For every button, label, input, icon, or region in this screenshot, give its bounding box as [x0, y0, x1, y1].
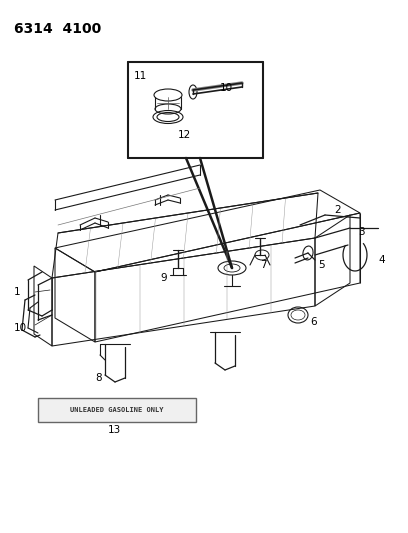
Text: 11: 11	[134, 71, 147, 81]
Text: 3: 3	[358, 227, 365, 237]
Text: 7: 7	[260, 260, 266, 270]
Text: 8: 8	[95, 373, 102, 383]
Text: 10: 10	[220, 83, 233, 93]
Text: 6: 6	[310, 317, 317, 327]
Text: 4: 4	[378, 255, 385, 265]
Text: UNLEADED GASOLINE ONLY: UNLEADED GASOLINE ONLY	[70, 407, 164, 413]
Text: 13: 13	[108, 425, 121, 435]
Text: 10: 10	[14, 323, 27, 333]
Bar	[38, 398, 196, 422]
Text: 6314  4100: 6314 4100	[14, 22, 101, 36]
Text: 2: 2	[334, 205, 341, 215]
Text: 12: 12	[178, 130, 191, 140]
Text: 1: 1	[14, 287, 21, 297]
Text: 9: 9	[160, 273, 166, 283]
Text: 5: 5	[318, 260, 325, 270]
